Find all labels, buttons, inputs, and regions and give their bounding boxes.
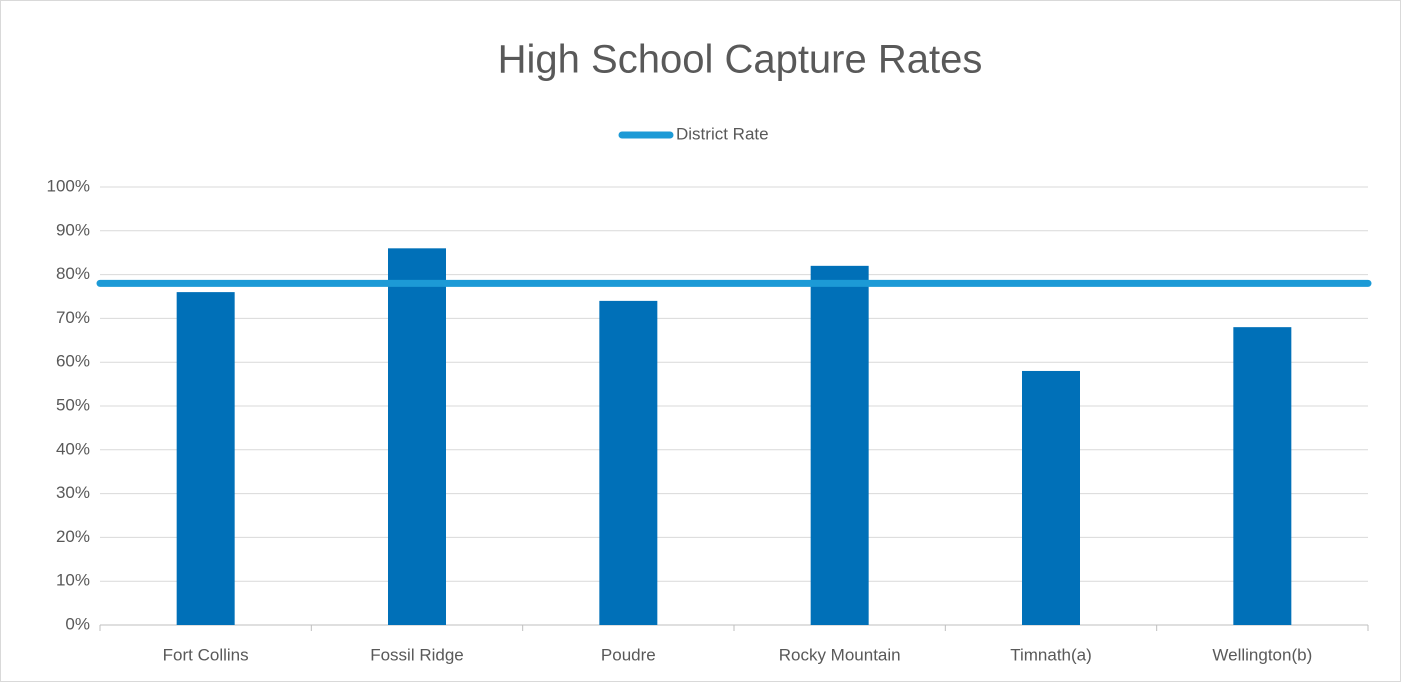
y-tick-label: 10%	[56, 571, 90, 590]
y-tick-label: 80%	[56, 264, 90, 283]
x-tick-label: Timnath(a)	[1010, 645, 1092, 664]
x-tick-label: Fossil Ridge	[370, 645, 464, 664]
chart-title: High School Capture Rates	[498, 38, 983, 82]
y-tick-label: 60%	[56, 352, 90, 371]
y-tick-label: 50%	[56, 395, 90, 414]
y-tick-label: 70%	[56, 308, 90, 327]
bar	[1233, 327, 1292, 625]
y-tick-label: 40%	[56, 439, 90, 458]
x-tick-label: Fort Collins	[163, 645, 249, 664]
bar	[810, 265, 869, 625]
bar	[388, 248, 446, 625]
bar	[176, 292, 235, 625]
x-tick-label: Wellington(b)	[1212, 645, 1312, 664]
y-tick-label: 0%	[65, 614, 90, 633]
y-tick-label: 30%	[56, 483, 90, 502]
y-tick-label: 90%	[56, 220, 90, 239]
bar	[1022, 370, 1080, 625]
x-tick-label: Rocky Mountain	[779, 645, 901, 664]
bar	[599, 300, 658, 625]
y-tick-label: 100%	[47, 176, 90, 195]
x-tick-label: Poudre	[601, 645, 656, 664]
y-tick-label: 20%	[56, 527, 90, 546]
legend-label: District Rate	[676, 124, 769, 143]
